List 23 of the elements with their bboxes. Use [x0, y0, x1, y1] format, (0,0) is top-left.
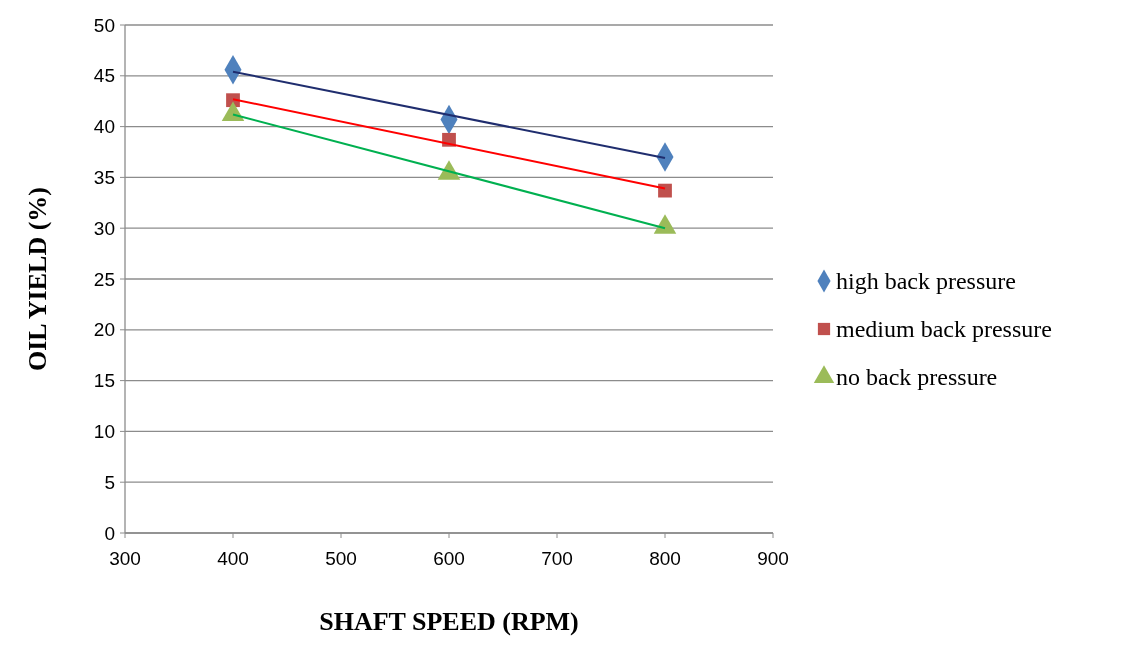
legend-label: high back pressure — [836, 268, 1016, 295]
x-tick-label: 300 — [109, 548, 141, 569]
y-tick-label: 15 — [93, 370, 115, 392]
y-tick-label: 25 — [93, 268, 115, 290]
y-tick-label: 50 — [93, 14, 115, 36]
y-tick-label: 0 — [104, 522, 115, 544]
y-tick-label: 10 — [93, 421, 115, 443]
legend-label: no back pressure — [836, 364, 998, 391]
y-tick-label: 35 — [93, 167, 115, 189]
y-tick-label: 40 — [93, 116, 115, 138]
x-tick-label: 700 — [541, 548, 573, 569]
y-tick-label: 20 — [93, 319, 115, 341]
y-tick-label: 5 — [104, 471, 115, 493]
y-tick-label: 30 — [93, 217, 115, 239]
x-tick-label: 500 — [325, 548, 357, 569]
x-tick-label: 400 — [217, 548, 249, 569]
y-axis-title: OIL YIELD (%) — [23, 187, 52, 371]
legend-label: medium back pressure — [836, 316, 1052, 343]
x-tick-label: 900 — [757, 548, 789, 569]
x-tick-label: 600 — [433, 548, 465, 569]
x-axis-title: SHAFT SPEED (RPM) — [319, 607, 579, 636]
x-tick-label: 800 — [649, 548, 681, 569]
y-tick-label: 45 — [93, 65, 115, 87]
